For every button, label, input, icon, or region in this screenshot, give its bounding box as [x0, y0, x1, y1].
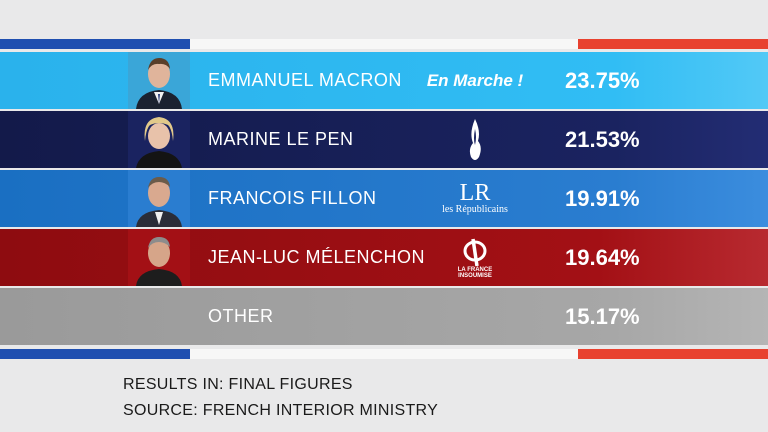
phi-icon — [463, 238, 487, 266]
party-logo-en-marche: En Marche ! — [410, 52, 540, 109]
flag-red — [578, 39, 768, 49]
flag-white — [190, 39, 578, 49]
result-row-melenchon: JEAN-LUC MÉLENCHON LA FRANCE INSOUMISE 1… — [0, 229, 768, 286]
flag-stripe-top — [0, 39, 768, 49]
flag-stripe-bottom — [0, 349, 768, 359]
results-status: RESULTS IN: FINAL FIGURES — [123, 376, 353, 393]
candidate-name: FRANCOIS FILLON — [208, 188, 377, 208]
footer: RESULTS IN: FINAL FIGURES SOURCE: FRENCH… — [123, 372, 438, 424]
candidate-photo-macron — [128, 52, 190, 109]
flame-icon — [469, 118, 481, 160]
vote-percentage: 19.91% — [565, 186, 640, 211]
candidate-photo-le-pen — [128, 111, 190, 168]
result-row-fillon: FRANCOIS FILLON LR les Républicains 19.9… — [0, 170, 768, 227]
vote-percentage: 21.53% — [565, 127, 640, 152]
candidate-name: EMMANUEL MACRON — [208, 70, 402, 90]
flag-red — [578, 349, 768, 359]
party-name: LA FRANCE INSOUMISE — [457, 266, 493, 279]
source-credit: SOURCE: FRENCH INTERIOR MINISTRY — [123, 402, 439, 419]
result-row-le-pen: MARINE LE PEN 21.53% — [0, 111, 768, 168]
candidate-photo-fillon — [128, 170, 190, 227]
result-row-macron: EMMANUEL MACRON En Marche ! 23.75% — [0, 52, 768, 109]
party-logo-front-national — [410, 111, 540, 168]
flag-blue — [0, 39, 190, 49]
party-logo-la-france-insoumise: LA FRANCE INSOUMISE — [410, 229, 540, 286]
candidate-name: MARINE LE PEN — [208, 129, 354, 149]
candidate-photo-melenchon — [128, 229, 190, 286]
results-list: EMMANUEL MACRON En Marche ! 23.75% MARIN… — [0, 52, 768, 347]
lr-mark: LR — [459, 180, 491, 206]
candidate-name: JEAN-LUC MÉLENCHON — [208, 247, 426, 267]
party-logo-les-republicains: LR les Républicains — [410, 170, 540, 227]
party-name: les Républicains — [442, 204, 508, 215]
candidate-name: OTHER — [208, 306, 274, 326]
vote-percentage: 23.75% — [565, 68, 640, 93]
flag-white — [190, 349, 578, 359]
result-row-other: OTHER 15.17% — [0, 288, 768, 345]
flag-blue — [0, 349, 190, 359]
vote-percentage: 15.17% — [565, 304, 640, 329]
vote-percentage: 19.64% — [565, 245, 640, 270]
party-name: En Marche ! — [426, 70, 524, 90]
